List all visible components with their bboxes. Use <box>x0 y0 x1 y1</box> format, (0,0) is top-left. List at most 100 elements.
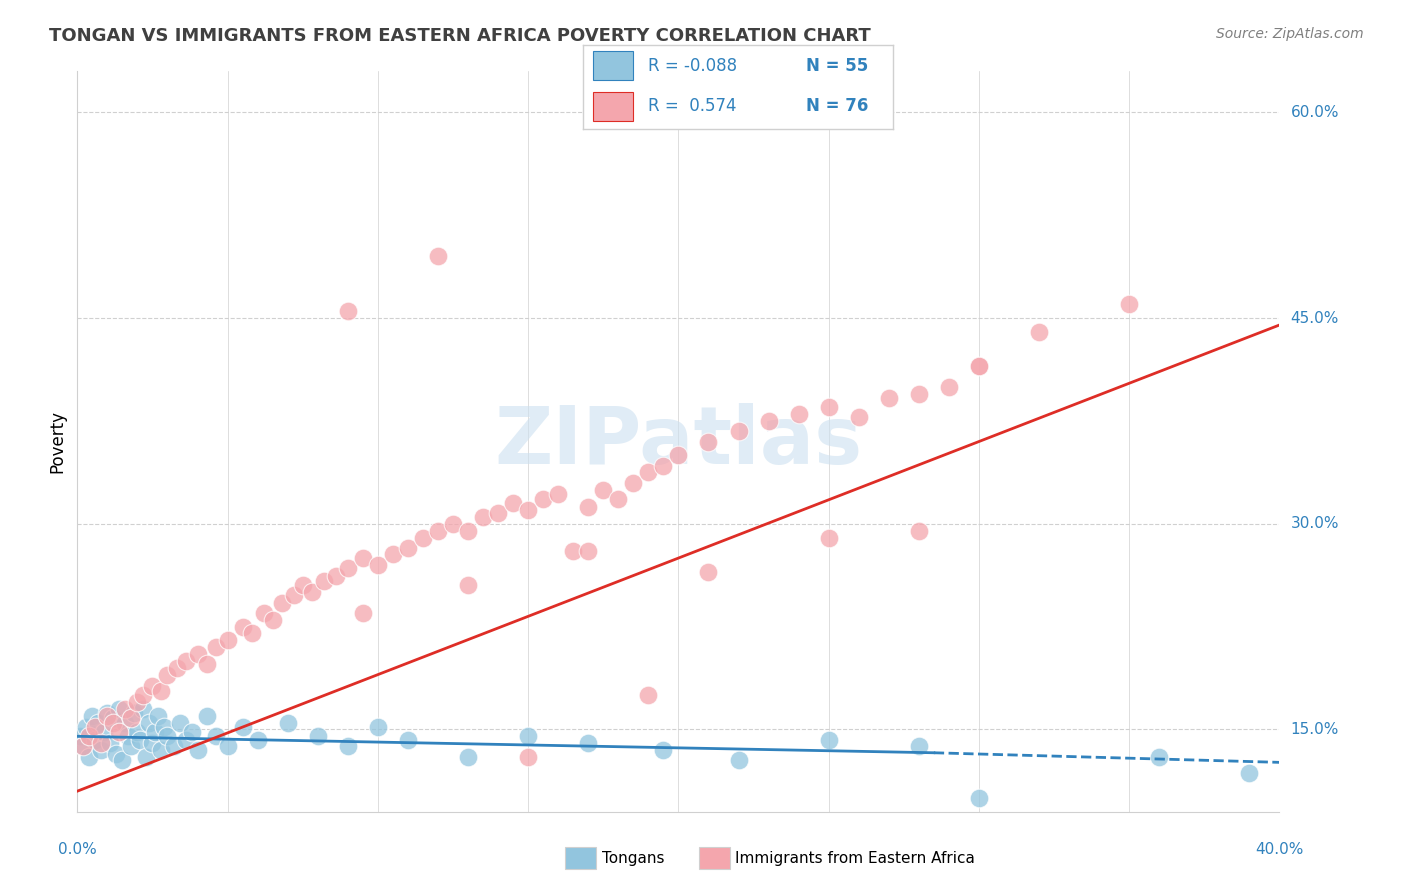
Text: TONGAN VS IMMIGRANTS FROM EASTERN AFRICA POVERTY CORRELATION CHART: TONGAN VS IMMIGRANTS FROM EASTERN AFRICA… <box>49 27 870 45</box>
Point <box>124 706 146 720</box>
Point <box>517 503 540 517</box>
Point <box>103 711 125 725</box>
Point <box>283 588 305 602</box>
Point <box>877 391 900 405</box>
Point <box>96 706 118 720</box>
Point <box>195 708 218 723</box>
Point <box>531 492 554 507</box>
Point <box>262 613 284 627</box>
Point <box>156 729 179 743</box>
Point <box>75 720 97 734</box>
Text: Immigrants from Eastern Africa: Immigrants from Eastern Africa <box>735 851 976 865</box>
Text: N = 76: N = 76 <box>806 97 869 115</box>
Point <box>90 743 112 757</box>
Point <box>427 250 450 264</box>
Point <box>240 626 263 640</box>
Point <box>576 500 599 515</box>
Point <box>441 516 464 531</box>
Point <box>108 702 131 716</box>
Point <box>108 725 131 739</box>
Point <box>138 715 160 730</box>
Point <box>93 725 115 739</box>
Point <box>697 565 720 579</box>
Point <box>232 720 254 734</box>
Point <box>727 424 749 438</box>
Point <box>637 688 659 702</box>
Y-axis label: Poverty: Poverty <box>48 410 66 473</box>
Point <box>367 720 389 734</box>
Point <box>100 736 122 750</box>
Point <box>103 715 125 730</box>
Point <box>195 657 218 671</box>
Point <box>1118 297 1140 311</box>
Point <box>336 739 359 753</box>
Point <box>1239 766 1261 780</box>
Point <box>186 647 209 661</box>
Point <box>472 510 495 524</box>
Point <box>132 702 155 716</box>
Point <box>129 733 152 747</box>
Point <box>312 574 335 589</box>
Point <box>486 506 509 520</box>
Point <box>967 359 990 373</box>
Point <box>87 715 110 730</box>
Point <box>204 640 226 655</box>
Point <box>817 733 839 747</box>
Point <box>396 733 419 747</box>
Point <box>412 531 434 545</box>
Text: ZIPatlas: ZIPatlas <box>495 402 862 481</box>
Point <box>848 409 870 424</box>
Point <box>253 606 276 620</box>
Point <box>336 304 359 318</box>
Point <box>105 747 128 761</box>
Text: 30.0%: 30.0% <box>1291 516 1339 532</box>
Point <box>517 729 540 743</box>
Point <box>967 359 990 373</box>
Point <box>186 743 209 757</box>
Point <box>787 407 810 421</box>
Point <box>291 578 314 592</box>
Point <box>517 750 540 764</box>
Point <box>908 739 931 753</box>
Point <box>232 619 254 633</box>
Point <box>576 736 599 750</box>
Point <box>817 401 839 415</box>
Point <box>457 578 479 592</box>
Point <box>166 661 188 675</box>
Text: 45.0%: 45.0% <box>1291 310 1339 326</box>
Point <box>652 459 675 474</box>
Point <box>84 720 107 734</box>
Text: Source: ZipAtlas.com: Source: ZipAtlas.com <box>1216 27 1364 41</box>
Point <box>457 750 479 764</box>
Text: N = 55: N = 55 <box>806 57 869 75</box>
Point <box>270 596 292 610</box>
Point <box>301 585 323 599</box>
Point <box>114 702 136 716</box>
Point <box>174 733 197 747</box>
Point <box>69 729 91 743</box>
Point <box>908 386 931 401</box>
Text: 60.0%: 60.0% <box>1291 105 1339 120</box>
Point <box>96 708 118 723</box>
Point <box>246 733 269 747</box>
Text: 15.0%: 15.0% <box>1291 722 1339 737</box>
Point <box>169 715 191 730</box>
Text: 0.0%: 0.0% <box>58 842 97 857</box>
Point <box>150 743 173 757</box>
Text: R = -0.088: R = -0.088 <box>648 57 738 75</box>
Point <box>79 750 101 764</box>
Point <box>502 496 524 510</box>
Point <box>79 729 101 743</box>
Point <box>217 633 239 648</box>
Point <box>148 708 170 723</box>
Point <box>141 679 163 693</box>
Point <box>652 743 675 757</box>
Point <box>562 544 585 558</box>
Point <box>352 606 374 620</box>
Point <box>1149 750 1171 764</box>
Point <box>592 483 614 497</box>
FancyBboxPatch shape <box>593 92 633 120</box>
Point <box>141 736 163 750</box>
Point <box>82 708 104 723</box>
Point <box>817 531 839 545</box>
